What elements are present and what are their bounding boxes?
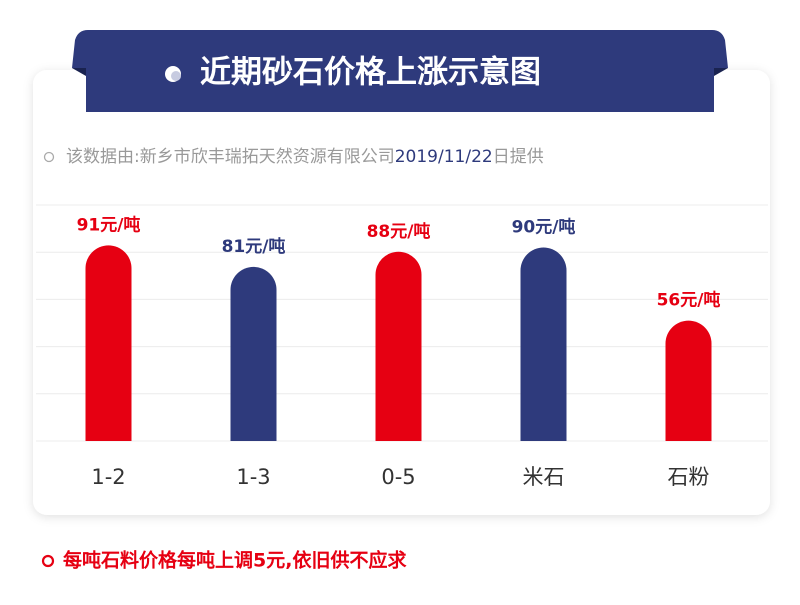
x-tick-label: 米石 [523,465,565,489]
x-tick-label: 1-3 [236,465,270,489]
bar [230,266,277,441]
note: 每吨石料价格每吨上调5元,依旧供不应求 [63,549,407,572]
bar [665,320,712,441]
note-dot [41,554,55,568]
bar [85,245,132,441]
x-tick-label: 1-2 [91,465,125,489]
value-label: 90元/吨 [512,217,576,238]
source-text: 该数据由:新乡市欣丰瑞拓天然资源有限公司 [66,147,395,167]
title-banner [72,30,728,112]
x-tick-label: 0-5 [381,465,415,489]
source-suffix: 日提供 [493,147,544,167]
value-label: 88元/吨 [367,221,431,242]
source-date: 2019/11/22 [395,147,493,167]
source: 该数据由:新乡市欣丰瑞拓天然资源有限公司2019/11/22日提供 [66,147,544,167]
bar [375,251,422,441]
value-label: 91元/吨 [77,214,141,235]
value-label: 81元/吨 [222,236,286,257]
bar [520,247,567,441]
source-dot [43,151,55,163]
chart-title: 近期砂石价格上涨示意图 [200,55,541,91]
x-tick-label: 石粉 [668,465,710,489]
title-dot-inner [171,71,181,81]
value-label: 56元/吨 [657,290,721,311]
